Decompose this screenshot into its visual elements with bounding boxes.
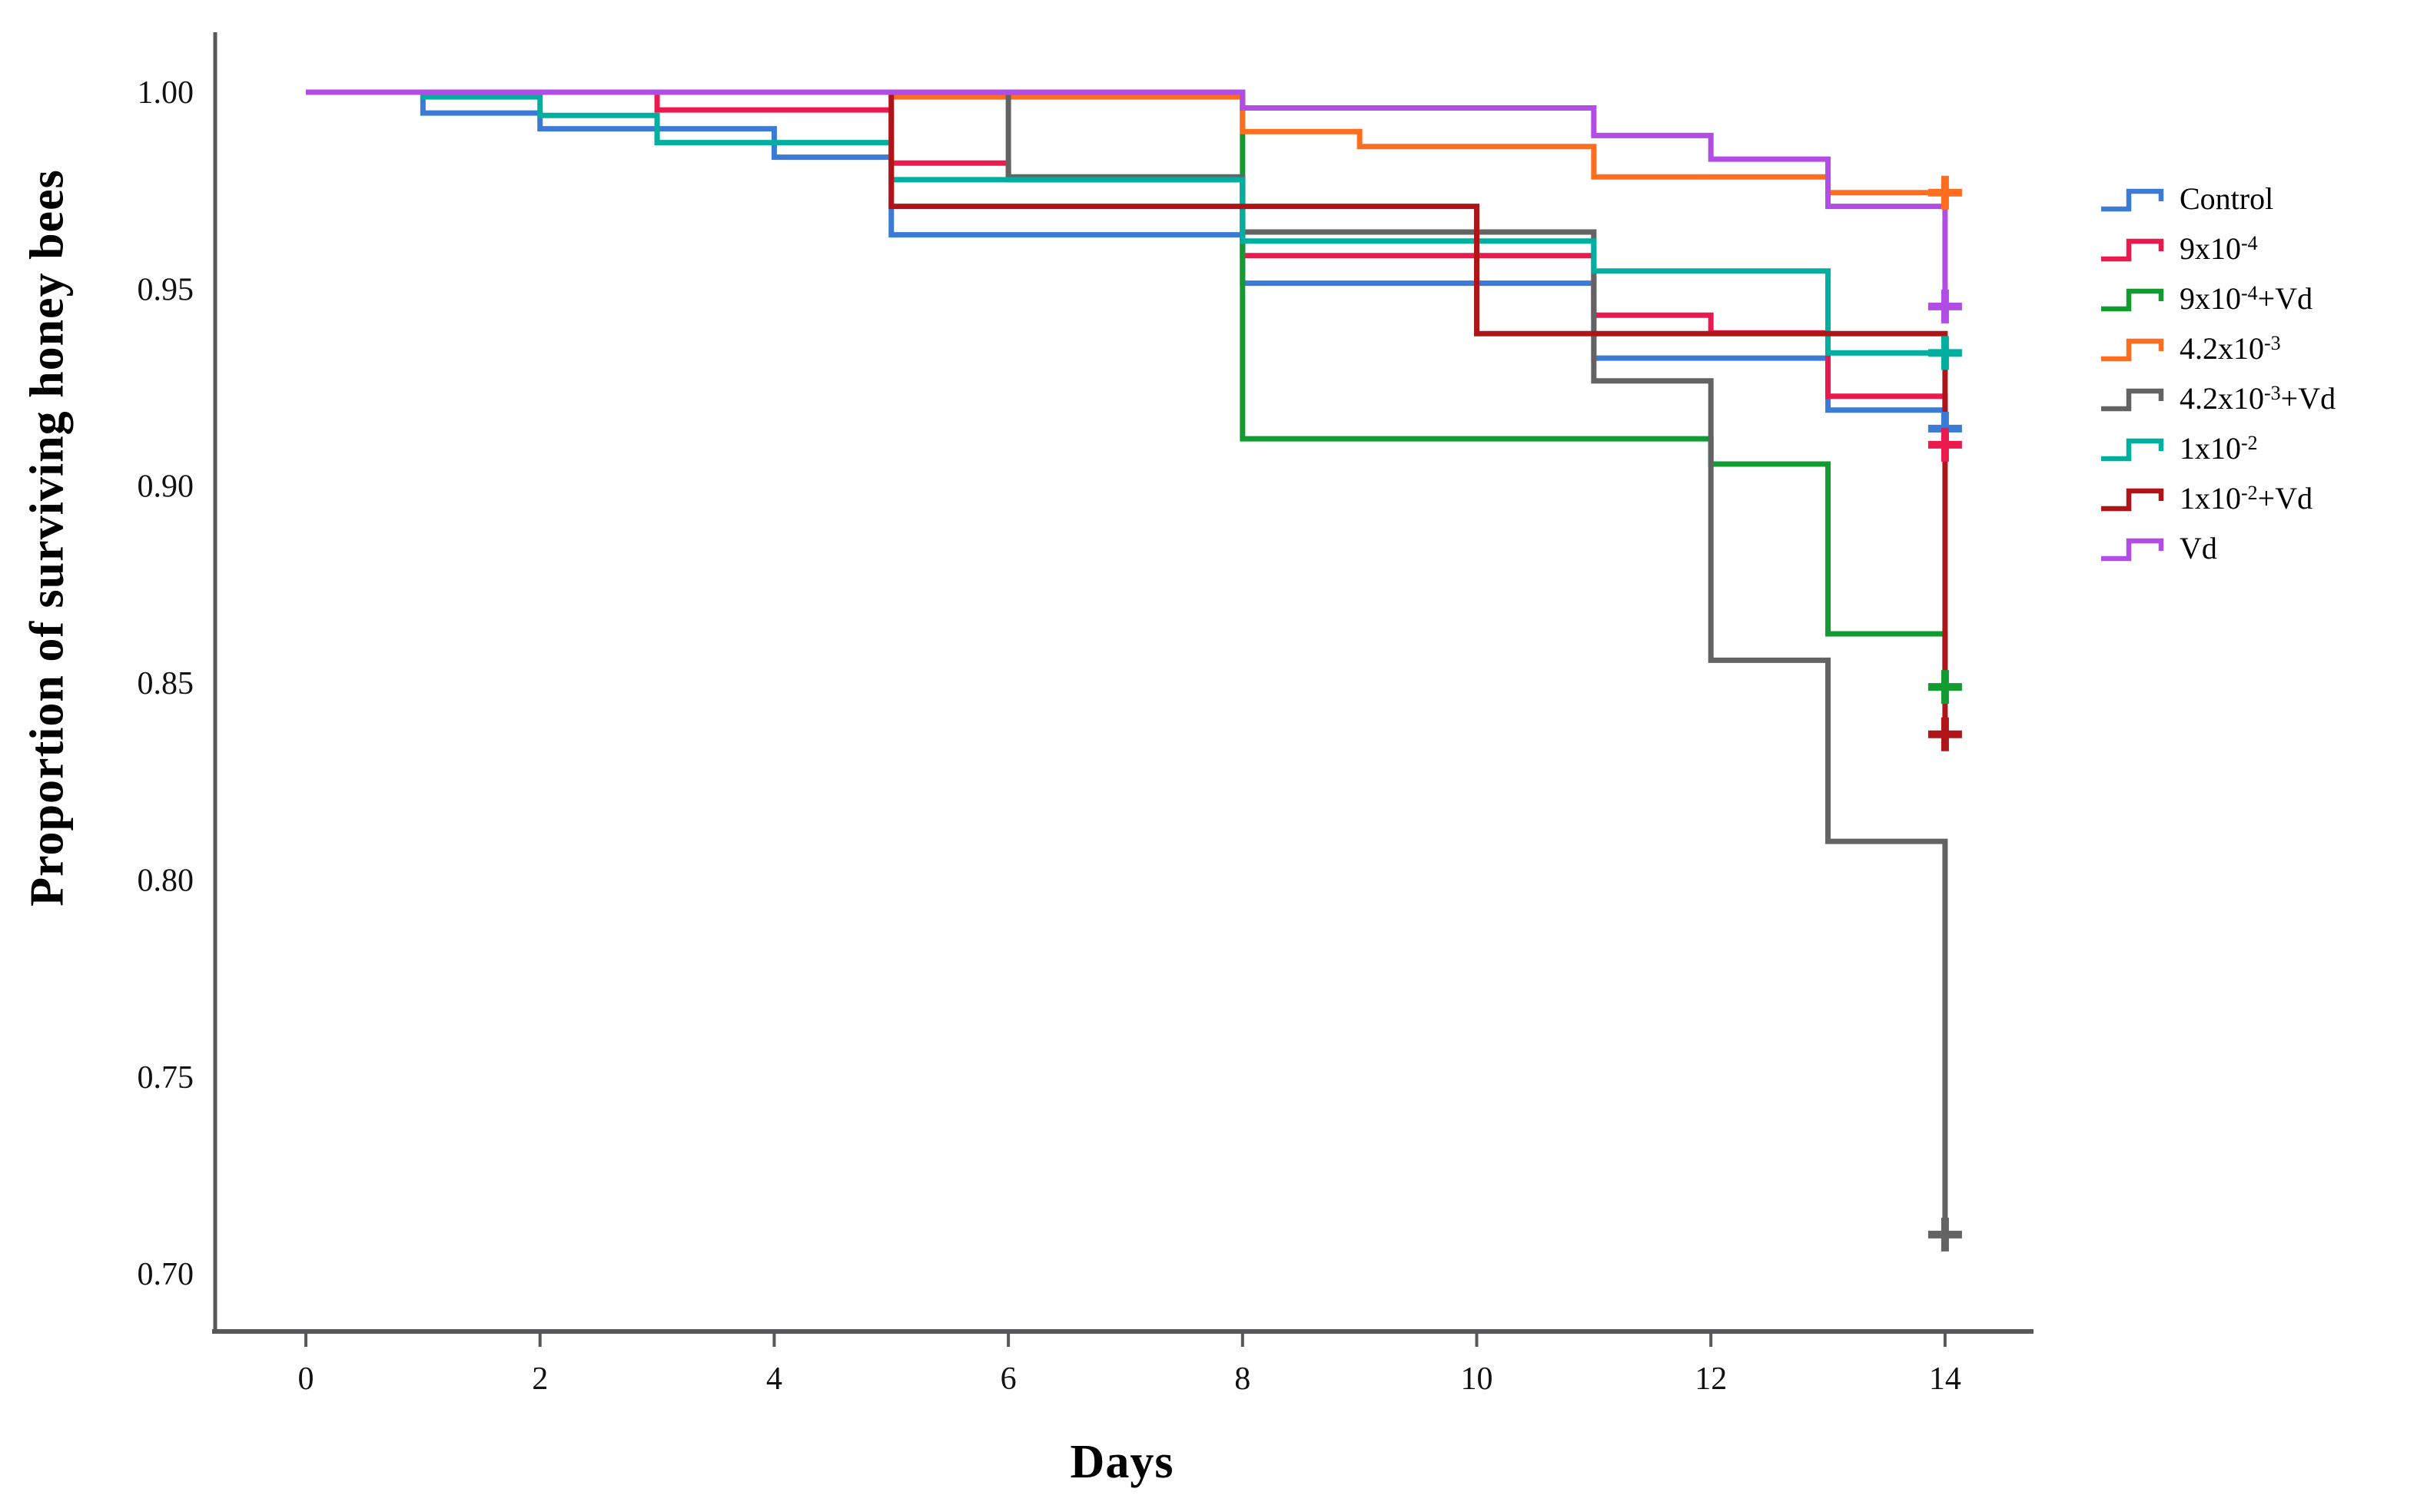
y-tick-label: 0.95 bbox=[138, 272, 194, 307]
legend-label: 1x10-2+Vd bbox=[2180, 480, 2312, 516]
step-line-glyph bbox=[2101, 488, 2164, 511]
legend-item-four2vd: 4.2x10-3+Vd bbox=[2100, 373, 2336, 423]
censor-mark-nine4 bbox=[1927, 427, 1962, 462]
censor-markers bbox=[1927, 175, 1962, 1252]
legend-label-tail: +Vd bbox=[2257, 281, 2313, 316]
legend-key-step-line-icon bbox=[2101, 188, 2164, 211]
legend-label-base: 1x10 bbox=[2180, 431, 2241, 466]
legend-label: 1x10-2 bbox=[2180, 430, 2258, 466]
step-line-glyph bbox=[2101, 288, 2164, 311]
series-line-one2vd bbox=[306, 89, 1948, 734]
censor-mark-nine4vd bbox=[1927, 670, 1962, 705]
legend-label-superscript: -2 bbox=[2241, 432, 2258, 454]
legend-item-nine4: 9x10-4 bbox=[2100, 224, 2336, 274]
y-axis-title: Proportion of surviving honey bees bbox=[21, 169, 74, 907]
series-line-vd bbox=[306, 89, 1948, 307]
y-tick-label: 1.00 bbox=[138, 75, 194, 111]
x-tick-label: 8 bbox=[1234, 1361, 1250, 1397]
x-tick-label: 10 bbox=[1461, 1361, 1493, 1397]
legend-item-one2: 1x10-2 bbox=[2100, 423, 2336, 473]
legend-label: 4.2x10-3 bbox=[2180, 330, 2281, 366]
x-tick-label: 2 bbox=[532, 1361, 548, 1397]
survival-curves bbox=[306, 89, 1948, 1235]
legend-item-four2: 4.2x10-3 bbox=[2100, 323, 2336, 373]
step-line-glyph bbox=[2101, 438, 2164, 461]
legend-label-tail: +Vd bbox=[2257, 481, 2313, 516]
legend-item-one2vd: 1x10-2+Vd bbox=[2100, 473, 2336, 523]
legend-label-base: Vd bbox=[2180, 531, 2217, 565]
y-tick-label: 0.85 bbox=[138, 666, 194, 701]
x-tick-label: 4 bbox=[766, 1361, 782, 1397]
y-axis-ticks: 1.00 0.95 0.90 0.85 0.80 0.75 0.70 bbox=[138, 75, 194, 1292]
x-axis-title: Days bbox=[1070, 1436, 1174, 1488]
legend-label: 9x10-4 bbox=[2180, 230, 2258, 267]
censor-mark-four2 bbox=[1927, 175, 1962, 210]
legend-item-nine4vd: 9x10-4+Vd bbox=[2100, 274, 2336, 323]
legend-label-tail: +Vd bbox=[2280, 381, 2336, 416]
legend-label: Control bbox=[2180, 181, 2273, 217]
step-line-glyph bbox=[2101, 338, 2164, 361]
y-tick-label: 0.80 bbox=[138, 863, 194, 898]
legend-label-base: Control bbox=[2180, 181, 2274, 216]
axes bbox=[212, 32, 2034, 1334]
legend-label: 9x10-4+Vd bbox=[2180, 280, 2312, 317]
legend-label: 4.2x10-3+Vd bbox=[2180, 380, 2336, 416]
step-line-glyph bbox=[2101, 538, 2164, 561]
legend-label-superscript: -4 bbox=[2241, 232, 2258, 254]
legend-key-step-line-icon bbox=[2101, 288, 2164, 311]
y-tick-label: 0.90 bbox=[138, 469, 194, 505]
legend-label-superscript: -4 bbox=[2241, 282, 2258, 304]
legend-label-superscript: -3 bbox=[2264, 332, 2281, 354]
x-tick-label: 14 bbox=[1929, 1361, 1961, 1397]
legend-item-vd: Vd bbox=[2100, 523, 2336, 573]
censor-mark-vd bbox=[1927, 289, 1962, 323]
series-line-four2vd bbox=[306, 89, 1948, 1235]
legend-key-step-line-icon bbox=[2101, 238, 2164, 261]
censor-mark-four2vd bbox=[1927, 1217, 1962, 1252]
legend: Control 9x10-4 9x10-4+Vd 4.2x10-3 4.2x10-3+V… bbox=[2100, 174, 2336, 573]
legend-label-base: 4.2x10 bbox=[2180, 331, 2264, 366]
legend-label-base: 9x10 bbox=[2180, 281, 2241, 316]
legend-key-step-line-icon bbox=[2101, 388, 2164, 411]
legend-label-superscript: -2 bbox=[2241, 482, 2258, 504]
legend-label-base: 9x10 bbox=[2180, 231, 2241, 266]
legend-label-superscript: -3 bbox=[2264, 382, 2281, 404]
legend-key-step-line-icon bbox=[2101, 488, 2164, 511]
legend-item-control: Control bbox=[2100, 174, 2336, 224]
step-line-glyph bbox=[2101, 388, 2164, 411]
x-tick-label: 6 bbox=[1001, 1361, 1017, 1397]
x-axis-ticks: 0 2 4 6 8 10 12 14 bbox=[298, 1334, 1961, 1397]
legend-label-base: 1x10 bbox=[2180, 481, 2241, 516]
step-line-glyph bbox=[2101, 238, 2164, 261]
x-tick-label: 12 bbox=[1695, 1361, 1727, 1397]
legend-label: Vd bbox=[2180, 530, 2217, 566]
legend-key-step-line-icon bbox=[2101, 338, 2164, 361]
series-line-control bbox=[306, 89, 1948, 429]
censor-mark-one2vd bbox=[1927, 717, 1962, 751]
censor-mark-one2 bbox=[1927, 336, 1962, 370]
x-tick-label: 0 bbox=[298, 1361, 314, 1397]
legend-key-step-line-icon bbox=[2101, 538, 2164, 561]
legend-key-step-line-icon bbox=[2101, 438, 2164, 461]
y-tick-label: 0.75 bbox=[138, 1060, 194, 1096]
y-tick-label: 0.70 bbox=[138, 1257, 194, 1292]
step-line-glyph bbox=[2101, 188, 2164, 211]
legend-label-base: 4.2x10 bbox=[2180, 381, 2264, 416]
